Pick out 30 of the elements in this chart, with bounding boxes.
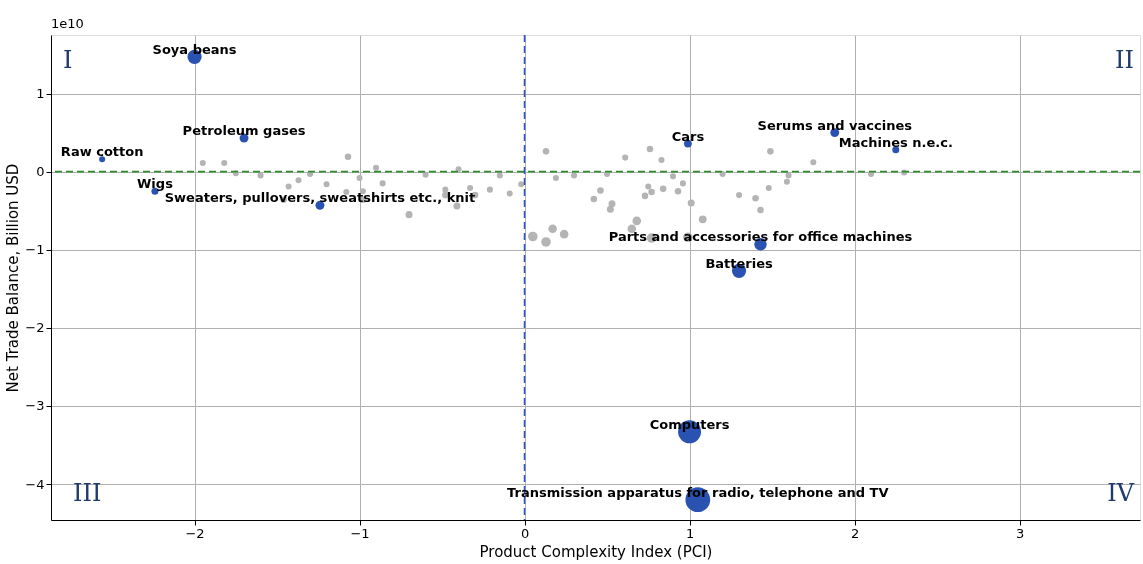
annotation: Serums and vaccines bbox=[757, 117, 913, 133]
annotation: Parts and accessories for office machines bbox=[608, 229, 913, 245]
annotation: Transmission apparatus for radio, telephone and TV bbox=[507, 484, 889, 500]
annotation: I bbox=[63, 46, 73, 74]
y-tick-label: −4 bbox=[25, 476, 45, 492]
x-tick-label: 1 bbox=[685, 525, 695, 541]
annotation: II bbox=[1115, 46, 1134, 74]
y-tick-label: −1 bbox=[25, 242, 45, 258]
y-tick-label: −3 bbox=[25, 398, 45, 414]
x-tick-label: 3 bbox=[1015, 525, 1025, 541]
annotation: Wigs bbox=[137, 176, 174, 192]
annotation: Sweaters, pullovers, sweatshirts etc., knit bbox=[164, 190, 476, 206]
y-tick-label: 0 bbox=[36, 164, 45, 180]
annotation: Petroleum gases bbox=[182, 123, 306, 139]
y-axis-title: Net Trade Balance, Billion USD bbox=[4, 163, 23, 393]
x-tick-label: −1 bbox=[350, 525, 370, 541]
annotation: Raw cotton bbox=[60, 144, 144, 160]
annotation: Batteries bbox=[705, 255, 773, 271]
x-tick-label: 2 bbox=[850, 525, 860, 541]
annotation: Soya beans bbox=[152, 41, 237, 57]
y-tick-label: −2 bbox=[25, 320, 45, 336]
x-tick-label: 0 bbox=[520, 525, 530, 541]
annotation: IV bbox=[1107, 479, 1135, 507]
x-axis-title: Product Complexity Index (PCI) bbox=[479, 542, 713, 561]
text: 1e10 bbox=[51, 16, 84, 31]
annotation: Cars bbox=[671, 128, 705, 144]
y-tick-label: 1 bbox=[36, 86, 45, 102]
x-tick-label: −2 bbox=[185, 525, 205, 541]
annotation: Machines n.e.c. bbox=[838, 134, 953, 150]
annotation: III bbox=[73, 479, 102, 507]
